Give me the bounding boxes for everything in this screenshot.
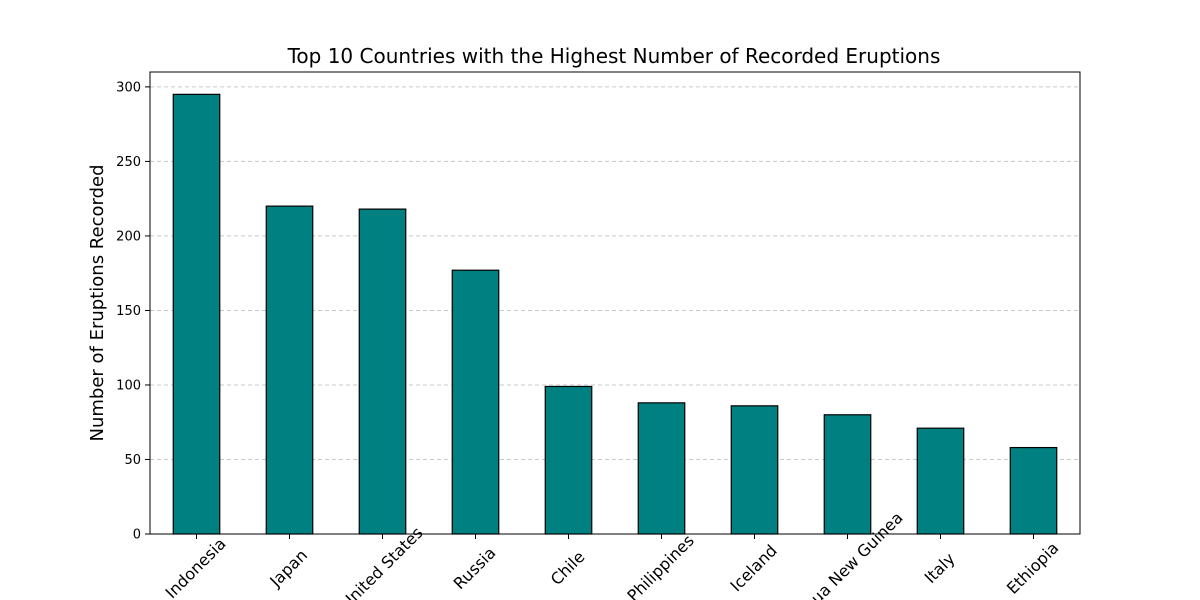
bar-united-states — [358, 208, 407, 535]
bar-russia — [451, 269, 500, 535]
x-tick-label: Iceland — [726, 541, 780, 595]
bars — [172, 93, 1058, 535]
bar-italy — [916, 427, 965, 535]
y-axis-label: Number of Eruptions Recorded — [87, 165, 108, 442]
y-tick-label: 150 — [116, 304, 141, 319]
x-tick-label: Italy — [921, 549, 959, 587]
y-tick-label: 0 — [133, 528, 141, 543]
bar-philippines — [637, 402, 686, 535]
y-tick-label: 200 — [116, 229, 141, 244]
bar-papua-new-guinea — [823, 414, 872, 535]
bar-iceland — [730, 405, 779, 535]
x-tick-label: Russia — [450, 543, 500, 593]
plot-frame — [149, 71, 1081, 535]
x-tick-label: Chile — [547, 547, 589, 589]
x-tick-label: United States — [337, 523, 427, 600]
bar-indonesia — [172, 93, 221, 535]
y-tick-label: 100 — [116, 378, 141, 393]
x-tick-label: Philippines — [623, 531, 697, 600]
x-tick-label: Indonesia — [162, 534, 230, 600]
y-tick-label: 250 — [116, 155, 141, 170]
axes: 0 50 100 150 200 250 300 — [116, 71, 1081, 543]
x-tick-label: Japan — [265, 546, 311, 592]
x-tick-label: Ethiopia — [1003, 538, 1063, 598]
y-tick-label: 50 — [124, 453, 141, 468]
chart-title: Top 10 Countries with the Highest Number… — [287, 44, 941, 68]
y-tick-label: 300 — [116, 80, 141, 95]
bar-japan — [265, 205, 314, 535]
bar-ethiopia — [1009, 446, 1058, 535]
bar-chile — [544, 385, 593, 535]
